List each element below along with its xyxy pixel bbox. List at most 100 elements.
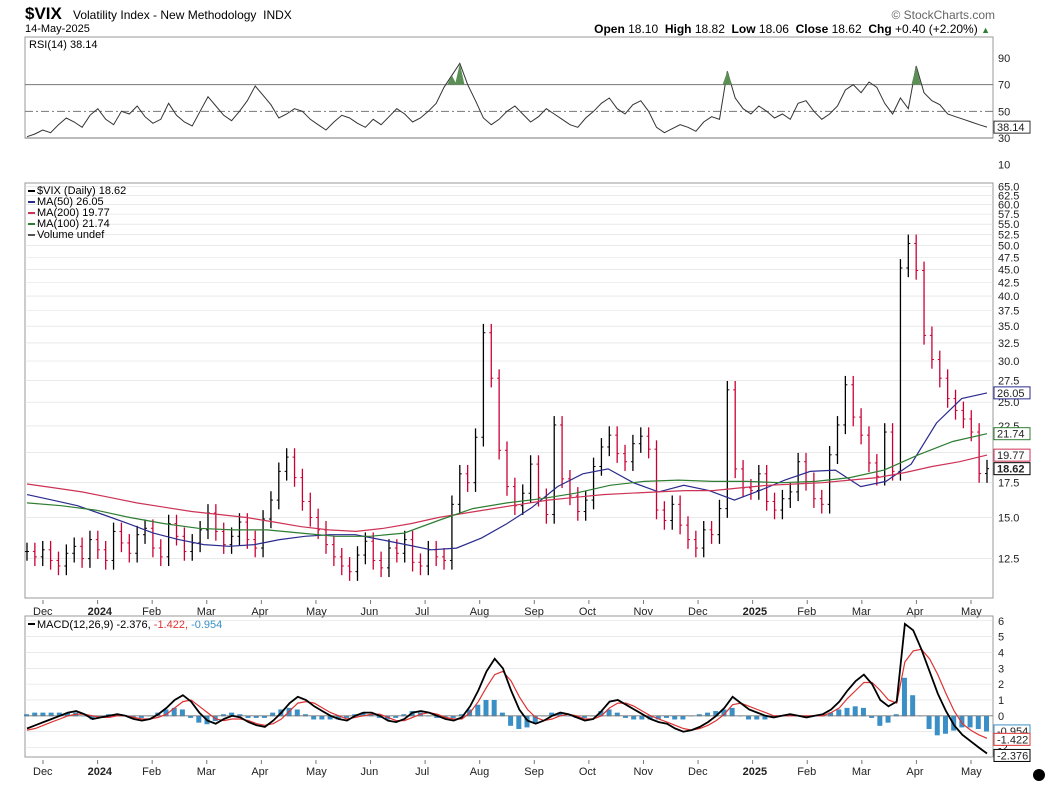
macd-histogram-bar [901,677,907,717]
macd-histogram-bar [450,715,456,718]
macd-histogram-bar [942,715,948,734]
low-value: 18.06 [758,22,789,36]
x-tick-label: Feb [797,606,816,618]
x-tick-label: Sep [524,606,544,618]
macd-histogram-bar [65,712,71,717]
macd-histogram-bar [491,699,497,717]
price-tick-label: 55.0 [998,219,1019,231]
x-tick-label: Jul [415,766,429,778]
price-tick-label: 47.5 [998,252,1019,264]
macd-histogram-bar [549,712,555,717]
macd-histogram-bar [24,714,29,717]
brand-logo[interactable]: © StockCharts.com [891,8,995,22]
close-label: Close [795,22,829,36]
macd-legend-signal: -1.422, [154,619,191,631]
x-tick-label: Jun [361,606,379,618]
macd-histogram-bar [483,699,489,717]
price-legend-item: MA(50) 26.05 [37,196,104,208]
macd-histogram-bar [56,712,62,717]
ma100-value: 21.74 [997,429,1025,441]
price-panel-frame [24,182,994,599]
x-tick-label: Nov [633,606,653,618]
macd-tick-label: 0 [998,711,1004,723]
macd-histogram-bar [934,715,940,736]
macd-legend: MACD(12,26,9) -2.376, -1.422, -0.954 [37,619,222,631]
x-tick-label: Apr [251,606,268,618]
macd-histogram-bar [647,715,653,720]
macd-signal-line [26,648,988,739]
macd-histogram-bar [220,714,226,717]
macd-signal-value-box [993,732,1031,746]
macd-legend-macd: MACD(12,26,9) -2.376, [37,619,154,631]
macd-histogram-bar [877,715,883,726]
low-label: Low [731,22,756,36]
macd-tick-label: 1 [998,695,1004,707]
x-tick-label: 2024 [88,766,113,778]
x-tick-label: Dec [33,766,53,778]
close-value: 18.62 [831,22,862,36]
x-tick-label: May [961,766,982,778]
x-tick-label: Oct [579,606,596,618]
close-value-tag: 18.62 [997,464,1025,476]
macd-histogram-bar [368,714,374,717]
x-tick-label: 2025 [743,766,767,778]
price-tick-label: 15.0 [998,512,1019,524]
macd-histogram-bar [138,715,144,718]
macd-value-box [993,748,1031,762]
macd-histogram-bar [401,714,407,717]
close-value-tag-box [993,462,1031,476]
macd-histogram-bar [664,715,669,718]
macd-histogram-bar [975,715,981,729]
rsi-panel-frame [24,36,994,139]
price-legend-item: Volume undef [37,229,105,241]
macd-histogram-bar [721,709,727,717]
price-legend-item: $VIX (Daily) 18.62 [37,185,126,197]
price-legend-item: MA(200) 19.77 [37,207,110,219]
price-tick-label: 40.0 [998,291,1019,303]
x-tick-label: May [306,606,327,618]
rsi-overbought-fill [722,71,733,85]
macd-histogram-bar [196,715,202,723]
macd-histogram-bar [319,715,325,720]
x-tick-label: Jul [415,606,429,618]
price-tick-label: 27.5 [998,376,1019,388]
rsi-tick-label: 30 [998,133,1010,145]
macd-histogram-bar [680,715,686,720]
rsi-line [26,62,988,138]
macd-histogram-bar [885,715,891,723]
macd-legend-hist: -0.954 [191,619,222,631]
macd-histogram-bar [984,715,989,732]
macd-histogram-bar [852,706,858,717]
macd-tick-label: 4 [998,647,1004,659]
scroll-handle-icon[interactable] [1033,769,1045,781]
macd-histogram-bar [926,715,932,729]
rsi-last-value: 38.14 [997,122,1025,134]
macd-histogram-bar [893,714,899,717]
x-tick-label: Apr [906,766,923,778]
macd-histogram-bar [713,711,719,717]
macd-histogram-bar [746,715,752,720]
price-legend-item: MA(100) 21.74 [37,218,110,230]
chg-label: Chg [868,22,892,36]
macd-histogram-bar [499,712,505,717]
x-tick-label: Dec [688,766,708,778]
x-tick-label: Nov [633,766,653,778]
macd-histogram-bar [89,715,95,720]
macd-histogram-bar [294,709,300,717]
macd-histogram-bar [532,715,538,723]
high-label: High [664,22,692,36]
ma50-value: 26.05 [997,388,1025,400]
macd-histogram-bar [434,715,440,718]
macd-histogram-bar [335,715,341,720]
x-tick-label: Aug [470,606,490,618]
x-tick-label: Dec [688,606,708,618]
macd-histogram-bar [606,709,612,717]
ma50-value-box [993,386,1031,400]
macd-histogram-bar [754,715,760,720]
price-tick-label: 65.0 [998,181,1019,193]
macd-histogram-bar [631,715,637,720]
macd-histogram-bar [639,715,645,720]
rsi-overbought-fill [447,75,457,85]
macd-histogram-bar [327,715,333,720]
